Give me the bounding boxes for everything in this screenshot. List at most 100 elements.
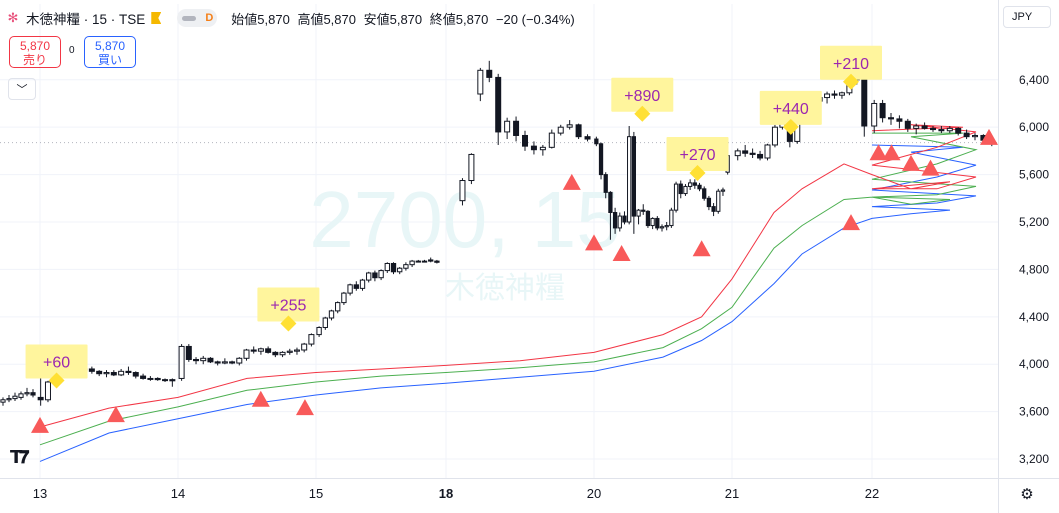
candle-body [913, 125, 920, 129]
candle [608, 191, 613, 240]
candle-body [702, 188, 707, 199]
candle-body [938, 129, 945, 132]
candle [955, 127, 962, 136]
candle [678, 180, 683, 199]
signal-triangle [295, 399, 314, 416]
callout-box [257, 287, 320, 322]
candle-body [293, 349, 300, 352]
candle [359, 278, 366, 291]
candle-body [650, 217, 655, 227]
candle [250, 346, 257, 354]
candle [831, 90, 838, 99]
candle-body [622, 215, 627, 223]
candle-body [341, 292, 347, 304]
signal-triangle [921, 159, 940, 176]
candle [603, 172, 608, 199]
price-axis: 3,200 3,600 4,000 4,400 4,800 5,200 5,600 6,000… [1019, 73, 1049, 466]
candle-body [824, 93, 831, 99]
callout: +440 [759, 90, 822, 135]
tradingview-logo-icon[interactable]: T𝟕 [10, 447, 29, 468]
candle [103, 370, 110, 378]
high-value: 高値5,870 [297, 11, 356, 27]
candle-body [921, 125, 928, 129]
candle-body [154, 377, 161, 381]
candle-body [272, 351, 279, 356]
candle [257, 347, 264, 355]
candle-body [459, 180, 466, 202]
candle-body [566, 124, 573, 128]
currency-button[interactable]: JPY [1003, 6, 1051, 28]
gear-icon[interactable]: ⚙ [1020, 486, 1034, 503]
candle [706, 195, 712, 211]
candle [697, 182, 702, 192]
candle-body [631, 136, 637, 217]
candle [316, 326, 322, 337]
candle-body [584, 136, 591, 140]
candle-body [214, 361, 221, 364]
callout-box [666, 137, 729, 172]
callout-diamond [843, 73, 859, 90]
market-toggle[interactable]: D [177, 9, 218, 27]
callout-diamond [48, 372, 65, 389]
buy-button[interactable]: 5,870 買い [84, 36, 136, 68]
candle-body [88, 368, 95, 372]
candle-body [347, 284, 353, 294]
ma-short-line [39, 124, 977, 428]
candle [279, 351, 286, 358]
candle-body [147, 377, 154, 380]
candle [185, 344, 192, 362]
time-tick-label: 22 [865, 486, 879, 501]
candle-body [221, 361, 228, 364]
callout-box [611, 77, 674, 112]
candle-body [683, 185, 688, 195]
candle-body [557, 126, 564, 134]
candle-body [207, 357, 214, 363]
flag-icon[interactable] [151, 12, 162, 24]
symbol-title[interactable]: 木徳神糧 · 15 · TSE [26, 12, 146, 27]
candle [403, 262, 409, 271]
candle-body [140, 375, 147, 379]
candle [397, 267, 403, 275]
signal-triangle [585, 234, 603, 251]
callout: +60 [25, 344, 88, 389]
candle [125, 366, 132, 375]
candle-body [185, 345, 192, 360]
candle [946, 126, 953, 134]
candle-body [655, 217, 660, 229]
candle [930, 126, 936, 132]
candle [612, 207, 618, 234]
sell-button[interactable]: 5,870 売り [9, 36, 61, 68]
candle-body [720, 189, 726, 192]
candle-body [930, 127, 936, 131]
candle-body [384, 262, 390, 272]
candle [353, 281, 359, 291]
price-tick-label: 4,800 [1019, 262, 1049, 276]
candle-body [6, 398, 12, 401]
candle-body [904, 120, 911, 129]
candle [771, 124, 778, 148]
candle [200, 355, 207, 365]
candle [539, 144, 546, 156]
candle-body [257, 348, 264, 352]
candle [378, 269, 384, 281]
toggle-label: D [205, 12, 214, 24]
candle [0, 397, 6, 406]
candle [504, 117, 511, 140]
candle [88, 366, 95, 374]
candle [372, 270, 378, 282]
legend-row: ✻ 木徳神糧 · 15 · TSE D 始値5,870 高値5,870 安値5,… [6, 6, 579, 30]
candle [140, 373, 147, 380]
change-value: −20 (−0.34%) [495, 11, 575, 27]
collapse-legend-button[interactable]: ﹀ [8, 78, 36, 100]
candle-body [641, 209, 646, 212]
candle [575, 123, 582, 140]
candle [178, 344, 185, 381]
candle-body [734, 150, 741, 157]
candle [236, 357, 243, 366]
candle [636, 208, 641, 225]
callout-box [820, 45, 882, 80]
candle [871, 99, 878, 134]
candle-body [888, 117, 894, 120]
candle [265, 346, 272, 354]
